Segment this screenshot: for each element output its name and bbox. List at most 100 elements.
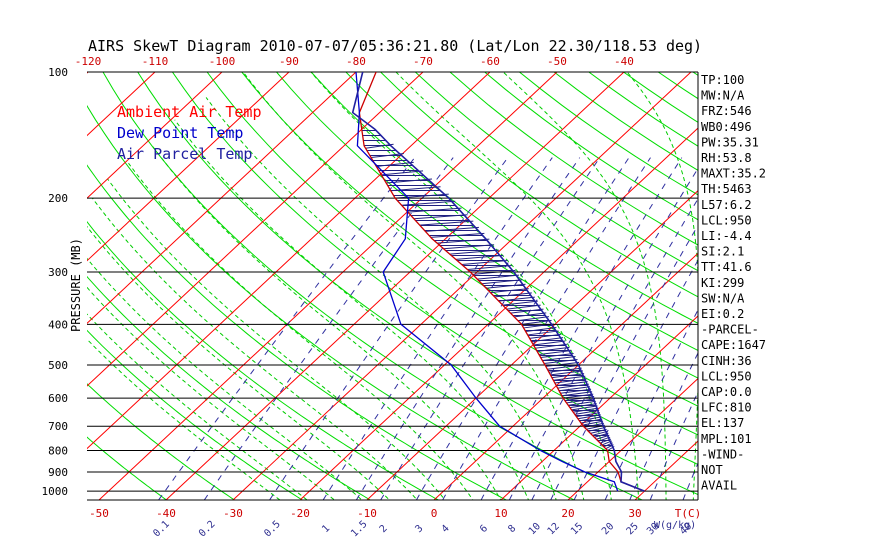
parameter-text: EL:137 (701, 416, 744, 430)
mixing-ratio-line (322, 157, 553, 500)
pressure-tick-label: 900 (48, 466, 68, 479)
moist-adiabat-line (107, 178, 446, 500)
moist-adiabat-line (626, 72, 698, 500)
parameter-text: LI:-4.4 (701, 229, 752, 243)
cape-hatch-line (407, 207, 462, 213)
cape-hatch-line (561, 391, 593, 397)
parameter-text: EI:0.2 (701, 307, 744, 321)
cape-hatch-line (527, 330, 559, 336)
cape-hatch-line (419, 220, 474, 226)
dry-adiabat-line (206, 72, 698, 436)
top-temp-tick-label: -60 (480, 55, 500, 68)
pressure-tick-label: 300 (48, 266, 68, 279)
cape-hatch-line (443, 244, 495, 250)
cape-hatch-line (592, 430, 608, 436)
parameter-text: MW:N/A (701, 89, 745, 103)
cape-hatch-line (477, 274, 520, 280)
mixing-ratio-label: 2 (378, 523, 390, 535)
parameter-text: SI:2.1 (701, 245, 744, 259)
cape-hatch-line (401, 200, 456, 206)
mixing-ratio-label: 0.1 (151, 519, 172, 540)
moist-adiabat-line (174, 119, 530, 500)
cape-hatch-line (550, 370, 583, 376)
cape-hatch-line (563, 393, 594, 399)
parameter-text: TH:5463 (701, 182, 752, 196)
mixing-ratio-line (550, 224, 698, 500)
moist-adiabat-line (205, 97, 557, 500)
profile-line-0 (358, 72, 645, 492)
profile-line-2 (351, 72, 645, 492)
cape-hatch-line (390, 186, 441, 192)
parameter-text: PW:35.31 (701, 135, 759, 149)
cape-hatch-line (376, 161, 414, 167)
cape-hatch-line (395, 193, 449, 199)
mixing-ratio-label: 1 (320, 523, 332, 535)
cape-hatch-line (545, 361, 580, 367)
bottom-temp-tick-label: 30 (628, 507, 641, 520)
parameter-text: SW:N/A (701, 291, 745, 305)
pressure-tick-label: 700 (48, 420, 68, 433)
mixing-ratio-label: 1.5 (349, 519, 370, 540)
mixing-ratio-line (269, 157, 509, 500)
mixing-ratio-line (508, 167, 698, 500)
isotherm-line (0, 72, 21, 500)
moist-adiabat-line (87, 313, 308, 500)
moist-adiabat-line (87, 257, 363, 500)
parameter-text: LCL:950 (701, 213, 752, 227)
mixing-ratio-label: 12 (546, 521, 562, 537)
parameter-text: FRZ:546 (701, 104, 752, 118)
mixing-ratio-label: 10 (527, 521, 543, 537)
top-temp-tick-label: -120 (75, 55, 102, 68)
isotherm-line (366, 189, 698, 500)
pressure-tick-label: 800 (48, 445, 68, 458)
parameter-text: MAXT:35.2 (701, 167, 766, 181)
parameter-text: TT:41.6 (701, 260, 752, 274)
cape-hatch-line (425, 226, 479, 232)
pressure-tick-label: 200 (48, 192, 68, 205)
mixing-ratio-label: 6 (478, 523, 490, 535)
dry-adiabat-line (276, 72, 698, 379)
legend: Ambient Air Temp Dew Point Temp Air Parcel… (117, 103, 262, 163)
cape-hatch-line (540, 353, 574, 359)
parameter-text: RH:53.8 (701, 151, 752, 165)
pressure-tick-label: 500 (48, 359, 68, 372)
parameter-text: TP:100 (701, 73, 744, 87)
cape-hatch-line (533, 340, 566, 346)
cape-hatch-line (514, 312, 547, 318)
isotherm-line (87, 72, 223, 199)
top-temp-tick-label: -110 (142, 55, 169, 68)
parameter-text: NOT (701, 463, 723, 477)
x-axis-label: T(C) (675, 507, 702, 520)
cape-hatch-line (554, 378, 587, 384)
cape-hatch-line (455, 254, 504, 260)
dry-adiabat-line (414, 72, 698, 272)
cape-hatch-line (490, 288, 529, 294)
isotherm-line (87, 72, 424, 387)
cape-hatch-line (510, 308, 544, 314)
mixing-ratio-line (629, 351, 698, 500)
bottom-temp-tick-label: 0 (431, 507, 438, 520)
moist-adiabat-line (128, 162, 474, 500)
bottom-temp-tick-label: -30 (223, 507, 243, 520)
cape-hatch-line (525, 326, 557, 332)
isotherm-line (232, 72, 692, 500)
cape-hatch-line (371, 153, 404, 159)
legend-entry: Dew Point Temp (117, 124, 243, 142)
cape-hatch-line (517, 316, 550, 322)
parameter-text: CINH:36 (701, 354, 752, 368)
moist-adiabat-line (87, 225, 391, 500)
cape-hatch-line (571, 405, 598, 411)
cape-hatch-line (365, 143, 394, 149)
parameter-text: CAP:0.0 (701, 385, 752, 399)
moist-adiabat-line (151, 145, 502, 500)
cape-hatch-line (577, 414, 601, 420)
parameter-text: LFC:810 (701, 401, 752, 415)
cape-hatch-line (506, 304, 541, 310)
mixing-ratio-line (649, 390, 698, 500)
legend-entry: Air Parcel Temp (117, 145, 252, 163)
top-temp-tick-label: -90 (279, 55, 299, 68)
mixing-ratio-label: 8 (506, 523, 518, 535)
isotherm-line (567, 377, 698, 500)
